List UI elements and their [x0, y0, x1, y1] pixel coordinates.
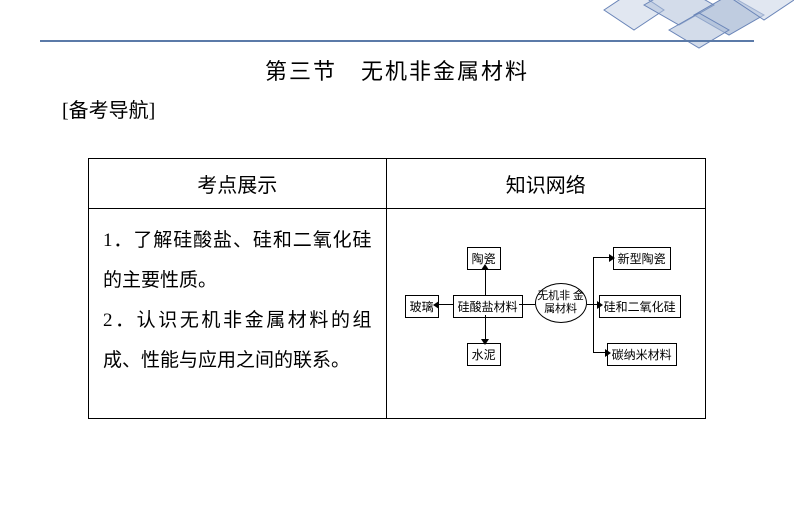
node-carbon-nano: 碳纳米材料: [607, 343, 677, 366]
top-divider: [40, 40, 754, 42]
arrow: [433, 301, 439, 309]
conn: [437, 304, 453, 305]
section-label: [备考导航]: [62, 94, 155, 123]
conn: [485, 315, 486, 341]
points-cell: 1．了解硅酸盐、硅和二氧化硅的主要性质。 2．认识无机非金属材料的组成、性能与应…: [89, 209, 387, 419]
header-network: 知识网络: [386, 159, 705, 209]
conn: [593, 257, 594, 353]
arrow: [597, 301, 603, 309]
page-title: 第三节 无机非金属材料: [0, 54, 794, 86]
arrow: [609, 254, 615, 262]
arrow: [481, 339, 489, 345]
points-text: 1．了解硅酸盐、硅和二氧化硅的主要性质。 2．认识无机非金属材料的组成、性能与应…: [103, 230, 372, 371]
corner-decoration: [584, 0, 794, 60]
node-new-ceramic: 新型陶瓷: [613, 247, 671, 270]
conn: [485, 269, 486, 295]
node-cement: 水泥: [467, 343, 501, 366]
node-center: 无机非 金属材料: [535, 283, 587, 323]
content-table: 考点展示 知识网络 1．了解硅酸盐、硅和二氧化硅的主要性质。 2．认识无机非金属…: [88, 158, 706, 419]
conn: [519, 304, 535, 305]
node-silicate: 硅酸盐材料: [453, 295, 523, 318]
header-points: 考点展示: [89, 159, 387, 209]
arrow: [605, 349, 611, 357]
node-si-sio2: 硅和二氧化硅: [599, 295, 681, 318]
diagram-cell: 无机非 金属材料 硅酸盐材料 玻璃 陶瓷 水泥 新型陶瓷 硅和二氧化硅 碳纳米材…: [386, 209, 705, 419]
arrow: [481, 264, 489, 270]
